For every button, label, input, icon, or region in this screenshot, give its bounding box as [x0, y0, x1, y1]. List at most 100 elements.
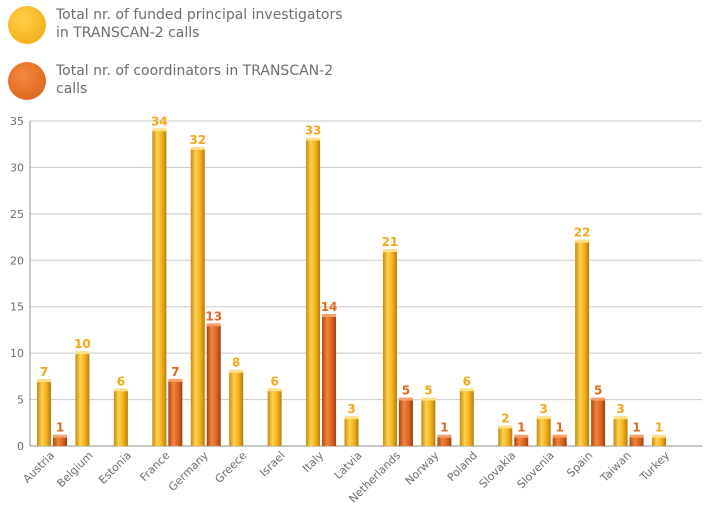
- data-label-investigators: 6: [463, 374, 471, 388]
- data-label-investigators: 2: [501, 411, 509, 425]
- bar-investigators-germany: [190, 148, 205, 446]
- bar-cap: [152, 128, 167, 132]
- x-tick-label-germany: Germany: [166, 449, 211, 494]
- bar-investigators-austria: [37, 381, 51, 446]
- data-label-investigators: 7: [40, 365, 48, 379]
- x-tick-label-taiwan: Taiwan: [597, 449, 633, 485]
- data-label-investigators: 1: [655, 421, 663, 435]
- bar-investigators-taiwan: [613, 418, 628, 446]
- bar-cap: [552, 434, 567, 438]
- y-tick-label: 15: [10, 301, 24, 314]
- bar-investigators-spain: [575, 241, 590, 446]
- bar-cap: [459, 388, 474, 392]
- bar-coordinators-taiwan: [629, 436, 644, 446]
- bar-coordinators-france: [168, 381, 183, 446]
- data-label-investigators: 3: [616, 402, 624, 416]
- bar-investigators-norway: [421, 399, 436, 446]
- data-label-investigators: 6: [270, 374, 278, 388]
- bar-cap: [536, 416, 551, 420]
- bar-coordinators-netherlands: [398, 399, 413, 446]
- bar-investigators-latvia: [344, 418, 359, 446]
- bar-cap: [229, 369, 244, 373]
- y-tick-label: 0: [17, 440, 24, 453]
- bar-coordinators-germany: [206, 325, 221, 446]
- bar-investigators-estonia: [113, 390, 128, 446]
- legend-label-investigators: Total nr. of funded principal investigat…: [56, 7, 343, 41]
- bar-cap: [113, 388, 128, 392]
- bar-cap: [613, 416, 628, 420]
- data-label-investigators: 6: [117, 374, 125, 388]
- bar-coordinators-norway: [437, 436, 452, 446]
- data-label-investigators: 3: [347, 402, 355, 416]
- legend-swatch-coordinators: [8, 62, 46, 100]
- bar-cap: [575, 239, 590, 243]
- bar-cap: [306, 137, 321, 141]
- bar-cap: [190, 146, 205, 150]
- bar-investigators-france: [152, 130, 167, 447]
- x-tick-label-norway: Norway: [403, 449, 442, 488]
- bar-cap: [421, 397, 436, 401]
- x-tick-label-austria: Austria: [20, 449, 57, 486]
- bar-cap: [591, 397, 606, 401]
- bar-coordinators-slovakia: [514, 436, 529, 446]
- bar-coordinators-slovenia: [552, 436, 567, 446]
- bar-cap: [267, 388, 282, 392]
- data-label-investigators: 32: [189, 133, 206, 147]
- bar-coordinators-italy: [322, 316, 337, 446]
- bar-coordinators-austria: [53, 436, 67, 446]
- data-label-coordinators: 7: [171, 365, 179, 379]
- x-tick-label-latvia: Latvia: [332, 449, 365, 482]
- data-label-coordinators: 1: [556, 421, 564, 435]
- data-label-investigators: 22: [574, 226, 591, 240]
- bar-cap: [514, 434, 529, 438]
- data-label-coordinators: 5: [594, 384, 602, 398]
- bar-investigators-slovakia: [498, 427, 513, 446]
- bar-cap: [652, 434, 666, 438]
- bar-cap: [344, 416, 359, 420]
- bar-investigators-italy: [306, 139, 321, 447]
- y-tick-label: 25: [10, 208, 24, 221]
- data-label-coordinators: 1: [632, 421, 640, 435]
- y-tick-label: 10: [10, 347, 24, 360]
- bar-investigators-turkey: [652, 436, 666, 446]
- x-tick-label-slovakia: Slovakia: [477, 449, 519, 491]
- bar-cap: [498, 425, 513, 429]
- x-tick-label-greece: Greece: [212, 449, 249, 486]
- x-tick-label-italy: Italy: [300, 449, 326, 475]
- y-tick-label: 5: [17, 394, 24, 407]
- x-tick-label-slovenia: Slovenia: [515, 449, 557, 491]
- data-label-coordinators: 14: [321, 300, 338, 314]
- bar-investigators-slovenia: [536, 418, 551, 446]
- data-label-investigators: 8: [232, 356, 240, 370]
- data-label-investigators: 5: [424, 384, 432, 398]
- bar-cap: [629, 434, 644, 438]
- bar-investigators-belgium: [75, 353, 90, 446]
- x-tick-label-israel: Israel: [257, 449, 287, 479]
- bar-investigators-netherlands: [382, 251, 397, 446]
- data-label-coordinators: 1: [517, 421, 525, 435]
- bar-investigators-israel: [267, 390, 282, 446]
- data-label-coordinators: 5: [402, 384, 410, 398]
- y-tick-label: 30: [10, 161, 24, 174]
- bar-cap: [37, 379, 51, 382]
- y-tick-label: 20: [10, 254, 24, 267]
- bar-cap: [398, 397, 413, 401]
- x-tick-label-estonia: Estonia: [96, 449, 134, 487]
- data-label-investigators: 21: [382, 235, 399, 249]
- data-label-coordinators: 1: [56, 421, 64, 435]
- data-label-investigators: 33: [305, 124, 322, 138]
- bar-cap: [168, 379, 183, 382]
- y-tick-label: 35: [10, 115, 24, 128]
- data-label-coordinators: 13: [205, 309, 222, 323]
- bar-cap: [382, 249, 397, 252]
- x-tick-label-belgium: Belgium: [54, 449, 95, 490]
- data-label-coordinators: 1: [440, 421, 448, 435]
- legend-swatch-investigators: [8, 6, 46, 44]
- bar-cap: [437, 434, 452, 438]
- data-label-investigators: 10: [74, 337, 91, 351]
- bar-coordinators-spain: [591, 399, 606, 446]
- bar-cap: [206, 323, 221, 327]
- bar-cap: [75, 351, 90, 355]
- bar-investigators-poland: [459, 390, 474, 446]
